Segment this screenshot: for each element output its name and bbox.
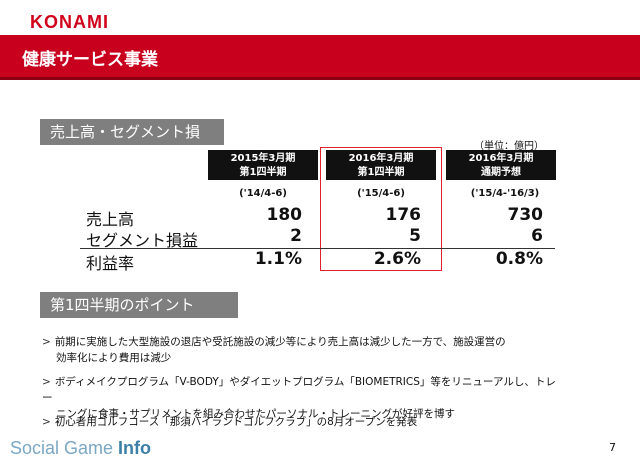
bullet-1-line1: 前期に実施した大型施設の退店や受託施設の減少等により売上高は減少した一方で、施設… xyxy=(54,336,506,348)
section-label-points: 第1四半期のポイント xyxy=(40,292,238,318)
cell-margin-3: 0.8% xyxy=(495,249,543,269)
column-header-2-line2: 第1四半期 xyxy=(357,167,405,178)
bullet-3-line1: 初心者用ゴルフコース「那須ハイランドゴルフクラブ」の8月オープンを発表 xyxy=(54,416,418,428)
cell-segment-1: 2 xyxy=(290,226,302,246)
column-header-2-line1: 2016年3月期 xyxy=(348,153,414,164)
cell-sales-3: 730 xyxy=(507,205,544,225)
row-label-sales: 売上高 xyxy=(86,210,135,229)
cell-sales-1: 180 xyxy=(266,205,303,225)
cell-margin-1: 1.1% xyxy=(254,249,302,269)
bullet-item-1: > 前期に実施した大型施設の退店や受託施設の減少等により売上高は減少した一方で、施… xyxy=(42,334,562,366)
period-3: ('15/4-'16/3) xyxy=(470,188,540,199)
watermark-text2: Info xyxy=(118,438,152,458)
bullet-item-3: > 初心者用ゴルフコース「那須ハイランドゴルフクラブ」の8月オープンを発表 xyxy=(42,414,562,430)
column-header-2: 2016年3月期 第1四半期 xyxy=(326,150,436,180)
watermark-logo: Social Game Info xyxy=(10,438,151,459)
cell-segment-3: 6 xyxy=(531,226,543,246)
bullet-1-line2: 効率化により費用は減少 xyxy=(56,352,172,364)
column-header-1-line2: 第1四半期 xyxy=(239,167,287,178)
unit-label: （単位：億円） xyxy=(474,141,544,152)
row-label-segment: セグメント損益 xyxy=(86,231,199,250)
title-bar: 健康サービス事業 xyxy=(0,35,640,80)
cell-margin-2: 2.6% xyxy=(373,249,421,269)
column-header-3: 2016年3月期 通期予想 xyxy=(446,150,556,180)
chevron-right-icon: > xyxy=(42,416,51,428)
chevron-right-icon: > xyxy=(42,376,51,388)
column-header-3-line1: 2016年3月期 xyxy=(468,153,534,164)
period-1: ('14/4-6) xyxy=(239,188,287,199)
bullet-2-line2: ニングに食事・サプリメントを組み合わせたパーソナル・トレーニングが好評を博す xyxy=(56,408,455,420)
page-title: 健康サービス事業 xyxy=(22,50,158,70)
period-2: ('15/4-6) xyxy=(357,188,405,199)
bullet-2-line1: ボディメイクプログラム「V-BODY」やダイエットプログラム「BIOMETRIC… xyxy=(42,376,556,404)
konami-logo: KONAMI xyxy=(30,12,109,32)
column-header-1-line1: 2015年3月期 xyxy=(230,153,296,164)
table-divider xyxy=(80,248,555,249)
section-label-sales: 売上高・セグメント損益 xyxy=(40,119,224,167)
watermark-text1: Social Game xyxy=(10,438,119,458)
bullet-item-2: > ボディメイクプログラム「V-BODY」やダイエットプログラム「BIOMETRI… xyxy=(42,374,562,422)
column-header-1: 2015年3月期 第1四半期 xyxy=(208,150,318,180)
row-label-margin: 利益率 xyxy=(86,254,135,273)
page-number: 7 xyxy=(609,441,616,454)
highlight-box xyxy=(320,147,442,271)
cell-segment-2: 5 xyxy=(409,226,421,246)
chevron-right-icon: > xyxy=(42,336,51,348)
cell-sales-2: 176 xyxy=(385,205,422,225)
column-header-3-line2: 通期予想 xyxy=(481,167,521,178)
